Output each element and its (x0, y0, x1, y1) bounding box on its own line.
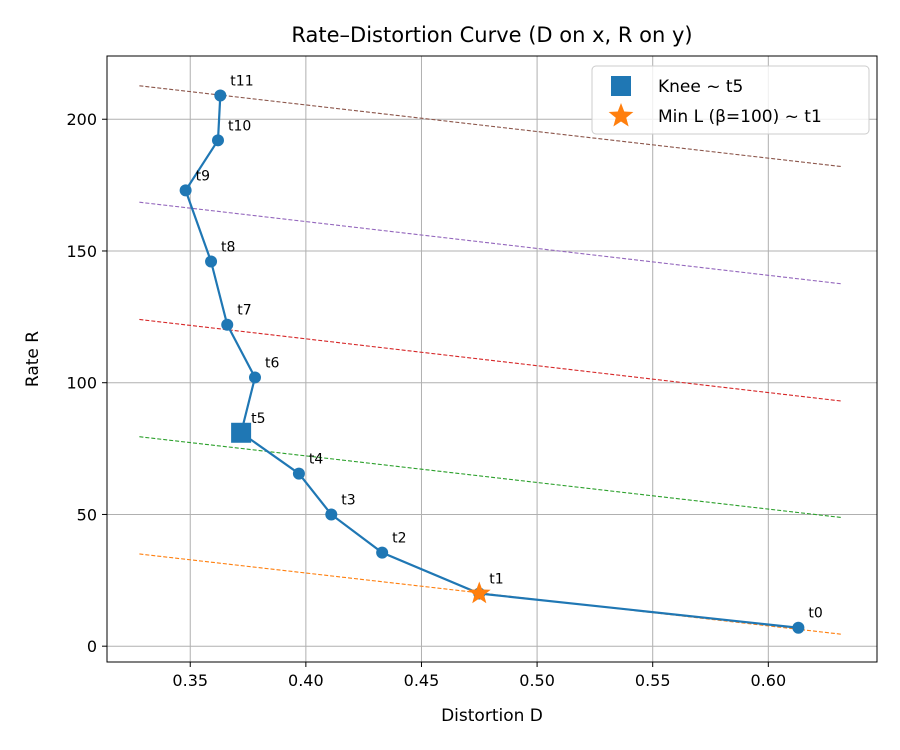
series-layer: t0 t1 t2 t3 t4 t5 t6 t7 t8 t9 t10 t11 (179, 74, 823, 634)
x-tick-label: 0.45 (404, 671, 440, 690)
series-line (184, 95, 799, 629)
point-label: t9 (196, 168, 210, 184)
data-point (248, 371, 261, 384)
iso-cost-line (139, 436, 843, 519)
data-point (214, 89, 227, 102)
y-tick-label: 50 (77, 505, 97, 524)
y-tick-label: 150 (66, 242, 97, 261)
data-point (792, 621, 805, 634)
point-label: t2 (392, 531, 406, 547)
axis-ticks: 0.35 0.40 0.45 0.50 0.55 0.60 0 50 100 150 200 (66, 110, 786, 690)
legend: Knee ~ t5 Min L (β=100) ~ t1 (591, 65, 870, 135)
data-point (221, 318, 234, 331)
y-tick-label: 0 (87, 637, 97, 656)
iso-cost-line (139, 318, 843, 402)
point-label: t6 (265, 355, 279, 371)
data-point (205, 255, 218, 268)
x-axis-label: Distortion D (441, 706, 543, 726)
iso-cost-line (139, 201, 843, 285)
data-point (211, 134, 224, 147)
data-point (179, 184, 192, 197)
y-axis-label: Rate R (23, 331, 43, 387)
x-tick-label: 0.40 (288, 671, 324, 690)
knee-marker (231, 422, 252, 443)
point-label: t8 (221, 240, 235, 256)
chart-title: Rate–Distortion Curve (D on x, R on y) (291, 23, 692, 47)
legend-knee-icon (611, 76, 631, 96)
point-label: t10 (228, 118, 251, 134)
point-label: t0 (808, 606, 822, 622)
plot-frame (106, 55, 878, 663)
min-loss-marker (467, 581, 491, 604)
x-tick-label: 0.55 (635, 671, 671, 690)
point-label: t11 (230, 74, 253, 90)
data-point (376, 546, 389, 559)
grid (107, 56, 877, 662)
point-label: t7 (237, 303, 251, 319)
data-point (325, 508, 338, 521)
iso-cost-line (139, 85, 843, 168)
point-label: t4 (309, 452, 323, 468)
point-label: t1 (489, 571, 503, 587)
legend-box (591, 65, 870, 135)
legend-entry: Knee ~ t5 (658, 77, 743, 97)
legend-entry: Min L (β=100) ~ t1 (658, 107, 822, 127)
data-point (292, 467, 305, 480)
y-tick-label: 100 (66, 374, 97, 393)
x-tick-label: 0.50 (519, 671, 555, 690)
point-label: t5 (251, 411, 265, 427)
point-label: t3 (341, 492, 355, 508)
highlight-markers (231, 422, 491, 604)
x-tick-label: 0.60 (751, 671, 787, 690)
y-tick-label: 200 (66, 110, 97, 129)
x-tick-label: 0.35 (172, 671, 208, 690)
legend-star-icon (608, 103, 634, 127)
